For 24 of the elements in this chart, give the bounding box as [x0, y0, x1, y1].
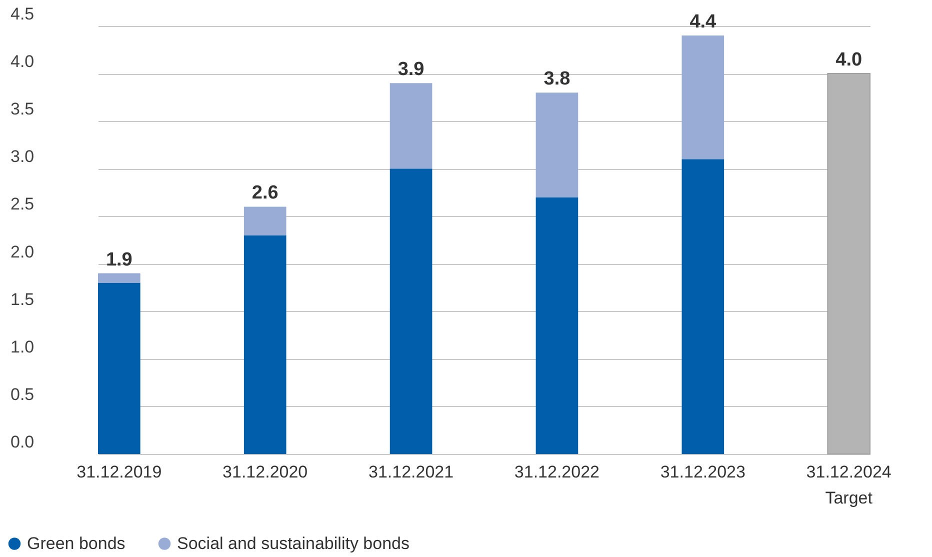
x-tick-label: 31.12.2019 [76, 462, 162, 482]
y-tick-label: 2.5 [10, 194, 34, 214]
x-tick-label: 31.12.2020 [222, 462, 308, 482]
y-tick-label: 1.0 [10, 337, 34, 356]
y-tick-label: 4.0 [10, 52, 34, 72]
y-tick-label: 2.0 [10, 242, 34, 262]
x-tick-label: 31.12.2021 [368, 462, 454, 482]
total-label: 1.9 [106, 249, 132, 270]
y-tick-label: 1.5 [10, 290, 34, 309]
y-tick-label: 3.0 [10, 147, 34, 166]
y-tick-label: 3.5 [10, 100, 34, 119]
total-label: 3.9 [398, 59, 424, 80]
total-label: 4.4 [690, 12, 717, 33]
total-label: 4.0 [836, 50, 862, 71]
x-tick-label: 31.12.2023 [660, 462, 746, 482]
y-tick-label: 4.5 [10, 4, 34, 24]
x-tick-label: 31.12.2022 [514, 462, 600, 482]
legend-label: Green bonds [27, 534, 126, 553]
y-tick-label: 0.5 [10, 384, 34, 404]
x-tick-label: 31.12.2024 Target [806, 462, 892, 508]
total-label: 2.6 [252, 182, 278, 204]
legend-label: Social and sustainability bonds [177, 534, 410, 553]
total-label: 3.8 [544, 68, 570, 90]
y-tick-label: 0.0 [10, 432, 34, 452]
